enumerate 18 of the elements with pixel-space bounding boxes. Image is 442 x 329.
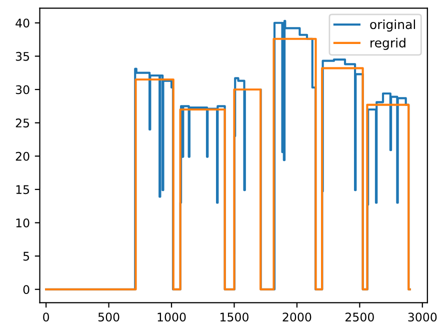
y-tick-label: 35 xyxy=(16,52,30,61)
x-tick-label: 1000 xyxy=(158,312,186,322)
x-tick-label: 3000 xyxy=(408,312,437,322)
y-tick-label: 40 xyxy=(16,18,30,28)
x-tick-label: 1500 xyxy=(220,312,248,322)
y-tick-label: 30 xyxy=(16,85,30,94)
legend-label: original xyxy=(370,19,415,32)
x-tick-label: 500 xyxy=(98,312,120,322)
x-tick-label: 2000 xyxy=(282,312,312,322)
legend-label: regrid xyxy=(370,38,406,50)
y-tick-label: 0 xyxy=(23,285,30,294)
y-tick-label: 20 xyxy=(16,152,30,161)
x-tick-label: 0 xyxy=(43,312,50,322)
x-tick-label: 2500 xyxy=(346,312,374,322)
y-tick-label: 25 xyxy=(16,118,30,128)
y-tick-label: 5 xyxy=(23,252,30,261)
y-tick-label: 15 xyxy=(16,185,30,194)
y-tick-label: 10 xyxy=(16,218,30,228)
